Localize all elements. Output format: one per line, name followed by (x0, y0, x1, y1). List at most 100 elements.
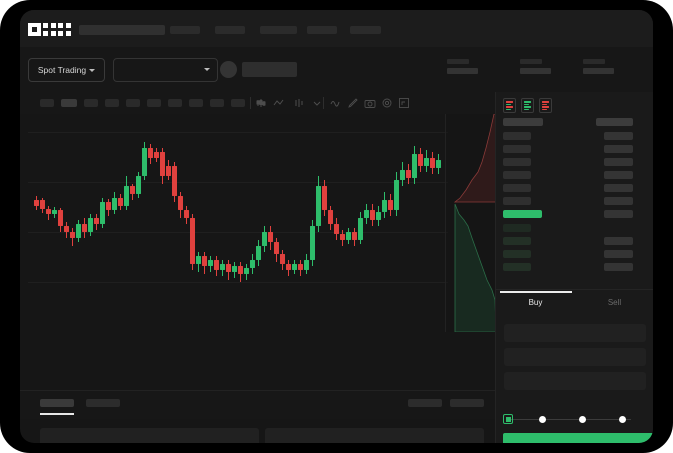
nav-item-3[interactable] (260, 26, 297, 34)
global-search-input[interactable] (79, 25, 165, 35)
candle-body (52, 210, 57, 214)
screenshot-camera-icon[interactable] (364, 97, 376, 109)
orderbook-ask-row[interactable] (503, 197, 531, 205)
candle-body (400, 170, 405, 180)
orderbook-last-price-row[interactable] (503, 210, 542, 218)
candlestick (292, 114, 297, 332)
chart-settings-gear-icon[interactable] (381, 97, 393, 109)
orderbook-bid-row[interactable] (503, 250, 531, 258)
candlestick (316, 114, 321, 332)
nav-item-2[interactable] (215, 26, 245, 34)
candle-body (34, 200, 39, 206)
orderbook-ask-row[interactable] (503, 145, 531, 153)
trading-mode-dropdown[interactable]: Spot Trading (28, 58, 105, 82)
nav-item-4[interactable] (307, 26, 337, 34)
orderbook-mode-both[interactable] (503, 98, 516, 113)
orderbook-ask-row[interactable] (503, 184, 531, 192)
timeframe-6[interactable] (147, 99, 161, 107)
bottom-tab-order-history[interactable] (86, 399, 120, 407)
candlestick (94, 114, 99, 332)
chevron-down-icon[interactable] (311, 97, 323, 109)
candle-body (256, 246, 261, 260)
orderbook-ask-row[interactable] (503, 158, 531, 166)
line-chart-icon[interactable] (273, 97, 285, 109)
market-subheader: Spot Trading (20, 47, 653, 93)
mode-bar (524, 103, 529, 105)
timeframe-3[interactable] (84, 99, 98, 107)
onboarding-step-3[interactable] (579, 416, 586, 423)
orderbook-bid-row[interactable] (503, 224, 531, 232)
candlestick (136, 114, 141, 332)
candlestick (412, 114, 417, 332)
timeframe-7[interactable] (168, 99, 182, 107)
nav-item-1[interactable] (170, 26, 200, 34)
candle-body (430, 158, 435, 168)
candlestick (256, 114, 261, 332)
mode-bar (506, 103, 511, 105)
order-form-total-field[interactable] (504, 372, 646, 390)
stat-24h-change (447, 59, 478, 74)
candlestick (76, 114, 81, 332)
drawing-tools-icon[interactable] (347, 97, 359, 109)
candle-body (94, 218, 99, 224)
orderbook-bid-row[interactable] (503, 237, 531, 245)
orderbook-mode-asks[interactable] (539, 98, 552, 113)
order-form-price-field[interactable] (504, 324, 646, 342)
candle-body (322, 186, 327, 210)
onboarding-step-4[interactable] (619, 416, 626, 423)
bottom-tab-open-orders[interactable] (40, 399, 74, 407)
candle-body (280, 254, 285, 264)
candle-body (142, 148, 147, 176)
orderbook-last-price-row-value (604, 210, 633, 218)
candle-body (310, 226, 315, 260)
coin-avatar (220, 61, 237, 78)
indicators-icon[interactable] (293, 97, 305, 109)
bottom-action-1[interactable] (408, 399, 442, 407)
candle-body (70, 232, 75, 238)
orderbook-bid-row-value (604, 263, 633, 271)
candlestick (376, 114, 381, 332)
candlestick-chart-icon[interactable] (256, 97, 268, 109)
candlestick (358, 114, 363, 332)
onboarding-step-2[interactable] (539, 416, 546, 423)
primary-cta-button[interactable] (503, 433, 653, 443)
orderbook-header-row[interactable] (503, 118, 543, 126)
candlestick (220, 114, 225, 332)
candle-body (262, 232, 267, 246)
orderbook-mode-bids[interactable] (521, 98, 534, 113)
stepper-track (509, 418, 631, 420)
timeframe-1[interactable] (40, 99, 54, 107)
onboarding-step-1[interactable] (503, 414, 513, 424)
sell-tab[interactable]: Sell (607, 298, 622, 307)
trading-pair-select[interactable] (113, 58, 218, 82)
candlestick (124, 114, 129, 332)
order-form-amount-field[interactable] (504, 348, 646, 366)
timeframe-5[interactable] (126, 99, 140, 107)
candle-body (418, 154, 423, 166)
chart-gridline (28, 132, 448, 133)
candle-body (154, 152, 159, 158)
buy-tab[interactable]: Buy (528, 298, 543, 307)
candlestick (280, 114, 285, 332)
stat-24h-change-value (447, 68, 478, 74)
candle-body (394, 180, 399, 210)
timeframe-4[interactable] (105, 99, 119, 107)
bottom-action-2[interactable] (450, 399, 484, 407)
orderbook-ask-row[interactable] (503, 171, 531, 179)
orderbook-ask-row[interactable] (503, 132, 531, 140)
candlestick (160, 114, 165, 332)
timeframe-10[interactable] (231, 99, 245, 107)
timeframe-9[interactable] (210, 99, 224, 107)
orderbook-ask-row-value (604, 171, 633, 179)
candlestick (70, 114, 75, 332)
trend-line-icon[interactable] (330, 97, 342, 109)
timeframe-8[interactable] (189, 99, 203, 107)
fullscreen-expand-icon[interactable] (398, 97, 410, 109)
nav-item-5[interactable] (350, 26, 381, 34)
timeframe-2[interactable] (61, 99, 77, 107)
candlestick (64, 114, 69, 332)
okx-logo[interactable] (28, 23, 72, 36)
orderbook-bid-row[interactable] (503, 263, 531, 271)
candle-body (352, 232, 357, 240)
